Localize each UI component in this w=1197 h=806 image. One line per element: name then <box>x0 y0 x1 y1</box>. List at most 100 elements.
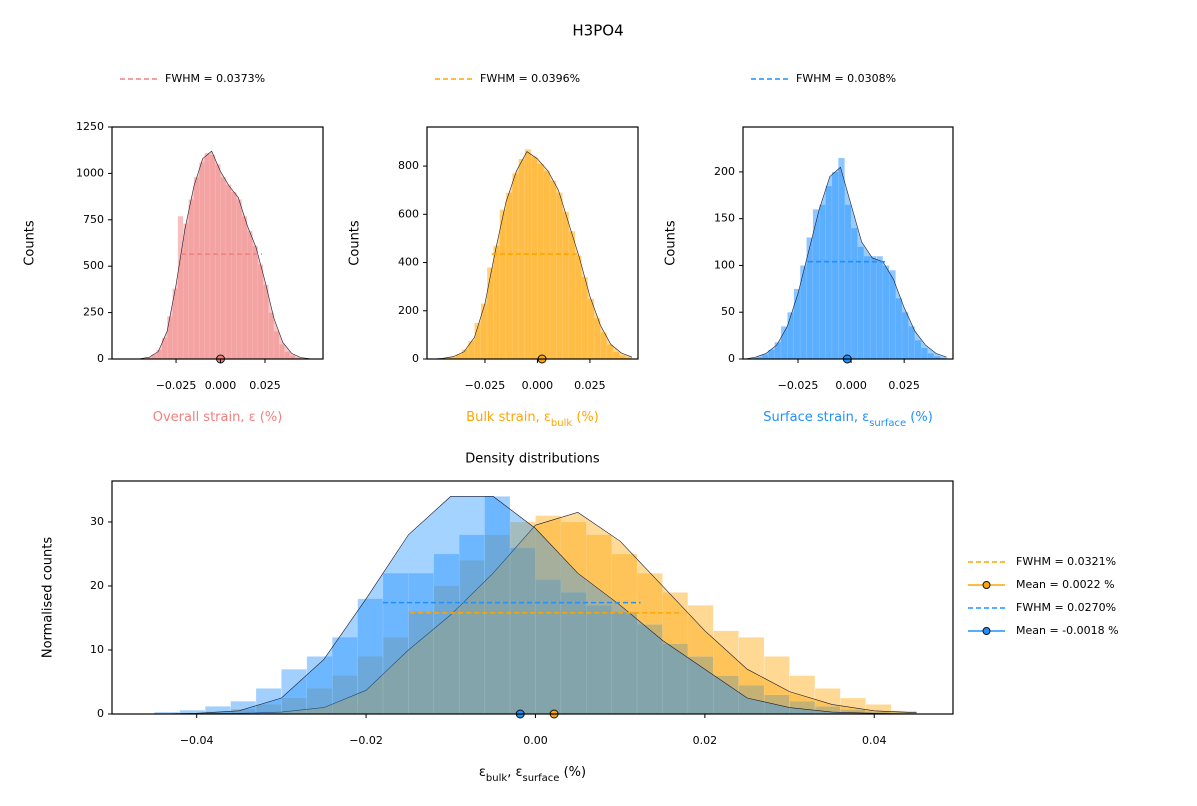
histogram-bar <box>636 624 663 714</box>
axes-frame <box>111 126 324 360</box>
x-tick-label: −0.025 <box>778 379 819 392</box>
kde-area <box>744 167 947 359</box>
x-tick-label: 0.025 <box>888 379 920 392</box>
histogram-bar <box>611 611 638 714</box>
histogram-bar <box>687 604 714 714</box>
y-tick-label: 0 <box>728 352 735 365</box>
histogram-bar <box>586 534 612 714</box>
histogram-bar <box>865 704 892 714</box>
legend-label: Mean = -0.0018 % <box>1016 624 1119 637</box>
plot-area <box>154 496 917 714</box>
histogram-bar <box>357 656 384 714</box>
y-axis-label: Counts <box>23 220 38 266</box>
y-tick-label: 30 <box>90 515 104 528</box>
y-tick-label: 0 <box>97 707 104 720</box>
y-tick-label: 100 <box>714 258 735 271</box>
x-tick-label: 0.025 <box>574 379 606 392</box>
x-axis-label-part: Surface strain, ε <box>763 410 869 425</box>
plot-area <box>432 148 633 359</box>
x-axis-label-part: Bulk strain, ε <box>466 410 551 425</box>
histogram-bar <box>535 515 562 714</box>
plot-area <box>131 150 310 359</box>
histogram-bar <box>509 521 536 714</box>
histogram-bar <box>484 534 511 714</box>
histogram-bar <box>306 688 333 714</box>
kde-area <box>154 496 917 714</box>
histogram-bar <box>509 547 536 714</box>
histogram-bar <box>814 688 841 714</box>
histogram-bar <box>408 611 435 714</box>
kde-line <box>154 496 917 714</box>
y-tick-label: 0 <box>97 352 104 365</box>
legend-label: FWHM = 0.0396% <box>480 72 580 85</box>
legend-marker <box>982 581 991 589</box>
y-tick-label: 250 <box>83 306 104 319</box>
x-tick-label: 0.000 <box>205 379 237 392</box>
x-axis-label: Bulk strain, εbulk (%) <box>466 410 599 429</box>
x-axis-label-part: surface <box>522 773 559 784</box>
histogram-bar <box>255 688 282 714</box>
x-tick-label: −0.02 <box>349 734 383 747</box>
y-tick-label: 200 <box>398 304 419 317</box>
x-tick-label: 0.02 <box>693 734 718 747</box>
y-axis-label: Counts <box>348 220 363 266</box>
histogram-bar <box>382 572 409 714</box>
histogram-bar <box>306 656 333 714</box>
axes-frame <box>426 126 639 360</box>
legend-label: Mean = 0.0022 % <box>1016 578 1115 591</box>
axes-frame <box>742 126 954 360</box>
y-tick-label: 1250 <box>76 120 104 133</box>
histogram-bar <box>295 357 301 359</box>
histogram-bar <box>586 604 612 714</box>
x-axis-label: Overall strain, ε (%) <box>153 410 283 425</box>
x-axis-label-part: (%) <box>572 410 599 425</box>
legend-label: FWHM = 0.0373% <box>165 72 265 85</box>
figure-title: H3PO4 <box>572 22 623 40</box>
x-tick-label: 0.025 <box>249 379 281 392</box>
histogram-bar <box>560 521 587 714</box>
kde-line <box>744 166 947 359</box>
histogram-bar <box>738 684 765 714</box>
kde-area <box>131 151 310 359</box>
x-axis-label-part: (%) <box>906 410 933 425</box>
y-tick-label: 200 <box>714 165 735 178</box>
x-axis-label-part: surface <box>869 418 906 429</box>
histogram-bar <box>625 357 633 359</box>
histogram-bar <box>281 668 307 714</box>
y-axis-label: Counts <box>664 220 679 266</box>
x-axis-label-part: bulk <box>551 418 572 429</box>
y-tick-label: 750 <box>83 213 104 226</box>
x-tick-label: −0.04 <box>180 734 214 747</box>
y-axis-label: Normalised counts <box>41 537 56 658</box>
axes-title: Density distributions <box>465 452 600 467</box>
legend-label: FWHM = 0.0308% <box>796 72 896 85</box>
kde-line <box>432 151 633 359</box>
x-axis-label: εbulk, εsurface (%) <box>479 765 586 784</box>
histogram-bar <box>459 534 485 714</box>
y-tick-label: 150 <box>714 212 735 225</box>
y-tick-label: 20 <box>90 579 104 592</box>
x-tick-label: 0.000 <box>835 379 867 392</box>
x-tick-label: −0.025 <box>156 379 197 392</box>
histogram-bar <box>357 598 384 714</box>
histogram-bar <box>332 636 358 714</box>
x-axis-label-part: Overall strain, ε (%) <box>153 410 283 425</box>
kde-area <box>154 512 917 714</box>
y-tick-label: 800 <box>398 159 419 172</box>
x-axis-label-part: bulk <box>486 773 507 784</box>
histogram-bar <box>713 630 739 714</box>
x-axis-label-part: , ε <box>507 765 522 780</box>
legend-label: FWHM = 0.0321% <box>1016 555 1116 568</box>
x-tick-label: 0.000 <box>522 379 554 392</box>
kde-area <box>432 151 632 359</box>
histogram-bar <box>408 572 435 714</box>
histogram-bar <box>433 553 460 714</box>
histogram-bar <box>611 553 638 714</box>
y-tick-label: 400 <box>398 256 419 269</box>
x-tick-label: 0.00 <box>523 734 548 747</box>
kde-line <box>154 512 917 714</box>
legend-label: FWHM = 0.0270% <box>1016 601 1116 614</box>
